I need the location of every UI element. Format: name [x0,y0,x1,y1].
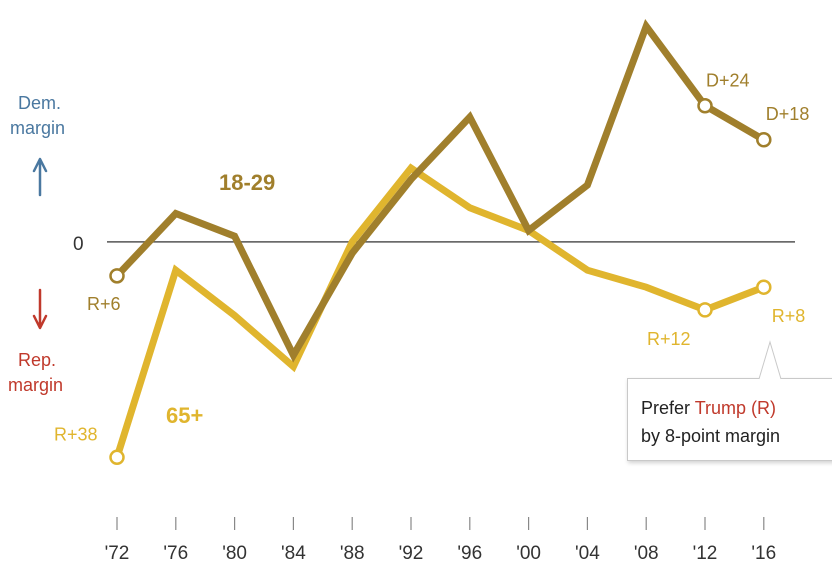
svg-text:Dem.: Dem. [18,93,61,113]
series-line-65-plus [113,163,766,459]
callout-trump: Trump (R) [694,398,777,418]
series-line-18-29 [114,19,766,363]
trump-margin-callout: Prefer Trump (R) by 8-point margin [627,378,832,461]
x-tick-label: '84 [281,543,306,564]
x-tick-label: '96 [457,543,482,564]
up-arrow-icon [32,157,48,197]
x-tick-label: '16 [751,543,776,564]
x-tick-label: '08 [634,543,659,564]
x-tick-label: '80 [222,543,247,564]
down-arrow-icon [32,288,48,330]
point-value-label: R+8 [772,306,806,326]
series-lines [109,19,772,466]
point-value-label: R+38 [54,424,98,444]
point-value-label: D+18 [766,104,810,124]
callout-line2: by 8-point margin [641,426,781,446]
callout-prefix: Prefer [641,398,691,418]
x-tick-label: '00 [516,543,541,564]
x-tick-label: '76 [163,543,188,564]
series-labels: 18-29 65+ R+6 D+24 D+18 R+38 R+12 R+8 [54,71,809,445]
svg-text:Rep.: Rep. [18,350,56,370]
x-tick-label: '88 [340,543,365,564]
series-name-label: 18-29 [219,170,275,195]
point-marker [109,268,125,284]
x-tick-label: '92 [399,543,424,564]
point-marker [697,97,713,114]
x-tick-label: '72 [105,543,130,564]
dem-margin-label: Dem. margin [10,93,65,197]
point-value-label: R+12 [647,329,691,349]
point-marker [697,302,713,318]
callout-pointer [758,340,782,380]
svg-text:margin: margin [10,118,65,138]
rep-margin-label: Rep. margin [8,288,63,395]
point-value-label: D+24 [706,71,750,91]
point-value-label: R+6 [87,294,121,314]
zero-label: 0 [73,234,84,255]
series-name-label: 65+ [166,403,203,428]
point-marker [109,449,125,466]
x-axis-ticks: '72 '76 '80 '84 '88 '92 '96 '00 '04 '08 '12 '16 [105,517,776,564]
x-tick-label: '12 [693,543,718,564]
point-marker [756,132,772,148]
point-marker [756,279,772,295]
x-tick-label: '04 [575,543,600,564]
svg-text:margin: margin [8,375,63,395]
